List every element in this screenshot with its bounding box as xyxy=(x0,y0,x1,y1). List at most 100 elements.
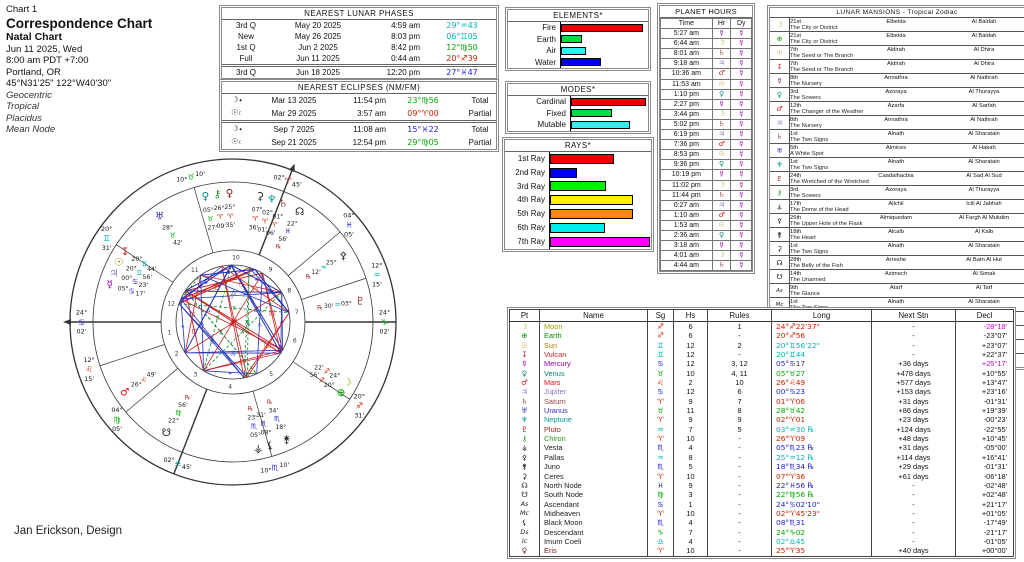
aspect-glyph: ⊼ xyxy=(245,321,249,327)
hour-time: 8:01 am xyxy=(660,48,713,60)
phase-time: 12:20 pm xyxy=(386,68,420,77)
bar-label: Earth xyxy=(536,34,556,44)
sign-glyph: ♈ xyxy=(648,434,674,444)
cusp-6-sign-icon: ♐ xyxy=(356,401,363,410)
elements-title: ELEMENTS* xyxy=(508,10,648,22)
hour-time: 4:01 am xyxy=(660,250,713,262)
column-header: Sg xyxy=(648,310,674,321)
aspect-line-juno-south-node xyxy=(203,370,257,375)
bar-label: Water xyxy=(534,57,556,67)
longitude: 26°♈09 xyxy=(772,434,872,444)
day-ruler-mercury-icon: ☿ xyxy=(730,189,752,201)
jupiter-icon: ♃ xyxy=(510,387,540,397)
declination: -01°31' xyxy=(983,396,1007,406)
aspect-glyph: ⚹ xyxy=(226,270,230,276)
neptune-icon: ♆ xyxy=(510,415,540,425)
cusp-2-degrees: 12° xyxy=(83,356,94,364)
aspect-glyph: □ xyxy=(253,287,258,293)
mansion-name: Almiquedam xyxy=(879,214,913,221)
mansion-meaning: The City or District xyxy=(790,38,838,45)
longitude: 22°♍56 ℞ xyxy=(772,490,872,500)
sun-minutes: 56' xyxy=(142,274,152,281)
declination: -28°18' xyxy=(983,322,1007,331)
eclipses-table: NEAREST ECLIPSES (NM/FM) ☽✦ Mar 13 2025 11… xyxy=(219,79,527,152)
north-node-sign-icon: ♓ xyxy=(285,228,291,236)
aspect-glyph: △ xyxy=(231,290,236,296)
mansion-name: Alnath xyxy=(887,298,905,305)
phase-name: Full xyxy=(239,54,253,63)
hour-ruler-venus-icon: ♀ xyxy=(711,229,732,242)
declination: +21°17' xyxy=(981,499,1007,509)
aspect-glyph: ⊼ xyxy=(232,306,236,312)
hours-row: 5:02 pm ♄ ☿ xyxy=(660,118,752,131)
bar-row: 6th Ray xyxy=(505,220,651,235)
mercury-icon: ☿ xyxy=(106,279,112,291)
house-number: 7 xyxy=(674,424,708,435)
lunar-phase-row: Full Jun 11 2025 0:44 am 20°♐39 xyxy=(222,53,496,64)
mansion-ordinal: 8th xyxy=(790,116,799,123)
mansion-line1: 21st Elbelda Al Baldah xyxy=(790,18,1024,25)
declination: +01°05' xyxy=(981,508,1007,518)
hour-ruler-mars-icon: ♂ xyxy=(711,68,732,80)
modes-bars: Cardinal Fixed Mutable xyxy=(508,96,648,131)
hour-ruler-saturn-icon: ♄ xyxy=(711,48,732,60)
house-cusp-8 xyxy=(301,277,367,300)
mansion-row: ↧ 7th Aldirah Al Dhira The Seed or The Branc… xyxy=(770,59,1024,73)
house-number: 10 xyxy=(674,434,708,444)
day-ruler-mercury-icon: ☿ xyxy=(730,38,752,50)
aspect-glyph: ⚹ xyxy=(204,280,208,286)
midheaven-icon: Mc xyxy=(770,298,790,311)
aspect-line-south-node-eris xyxy=(203,264,232,371)
sun-degrees: 20° xyxy=(126,264,137,272)
planet-name: Saturn xyxy=(540,396,648,407)
eclipses-title: NEAREST ECLIPSES (NM/FM) xyxy=(222,82,496,94)
aspect-line-pallas-eris xyxy=(231,264,282,293)
juno-icon: ⚵ xyxy=(770,228,790,241)
planet-name: Ascendant xyxy=(540,499,648,509)
chart-date: Jun 11 2025, Wed xyxy=(6,43,83,55)
sign-glyph: ♍ xyxy=(648,490,674,500)
bar-label: Mutable xyxy=(537,120,566,129)
mansion-line1: 12th Azarfa Al Sarfah xyxy=(790,102,1024,109)
eclipse-position: 29°♍05 xyxy=(407,138,439,147)
house-number: 10 xyxy=(674,368,708,379)
pallas-degrees: 25° xyxy=(326,259,337,267)
house-number-9: 9 xyxy=(269,267,273,274)
mansion-ordinal: 1st xyxy=(790,158,798,165)
lunar-phase-row: 3rd Q Jun 18 2025 12:20 pm 27°♓47 xyxy=(222,64,496,78)
day-ruler-mercury-icon: ☿ xyxy=(730,199,752,211)
rules-houses: - xyxy=(708,518,772,528)
midheaven-icon: Mc xyxy=(510,508,540,519)
house-cusp-6 xyxy=(292,361,350,400)
longitude: 05°♋17 xyxy=(772,359,872,369)
mansion-body: 24th Caadalhacbia Al Sad Al Sud The Wretche… xyxy=(790,172,1024,185)
ceres-icon: ⚳ xyxy=(510,471,540,481)
eclipse-date: Sep 7 2025 xyxy=(273,125,315,134)
declination: +13°47' xyxy=(981,378,1007,388)
next-station: - xyxy=(872,480,956,491)
cusp-3-sign-icon: ♍ xyxy=(113,415,120,424)
black-moon-icon: ⚸ xyxy=(266,440,274,452)
rules-houses: - xyxy=(708,527,772,537)
cusp-6-degrees: 31' xyxy=(354,411,364,419)
declination: +22°37' xyxy=(981,350,1007,360)
venus-degrees: 05° xyxy=(203,206,214,214)
bar-value xyxy=(550,181,606,192)
saturn-icon: ♄ xyxy=(770,130,790,143)
longitude: 02°♈45'23" xyxy=(772,508,872,519)
bar-value xyxy=(561,23,643,32)
aspect-line-mars-jupiter xyxy=(180,299,186,353)
aspect-line-uranus-pluto xyxy=(200,274,290,313)
mansion-arabic: Al Hakah xyxy=(972,144,996,151)
planet-name: Vesta xyxy=(540,443,648,453)
sign-glyph: ♒ xyxy=(648,452,674,463)
aspect-glyph: □ xyxy=(270,310,275,316)
planet-row: ♆ Neptune ♈ 9 9 02°♈01 +23 days -00°23' xyxy=(510,415,1013,425)
house-cusp-4 xyxy=(173,388,208,475)
south-node-retrograde: ℞ xyxy=(185,394,190,401)
sign-glyph: ♌ xyxy=(648,378,674,388)
house-cusp-9 xyxy=(287,231,341,276)
hours-header-cell: Time xyxy=(660,17,713,30)
elements-chart: ELEMENTS* Fire Earth Air Water xyxy=(505,7,651,71)
